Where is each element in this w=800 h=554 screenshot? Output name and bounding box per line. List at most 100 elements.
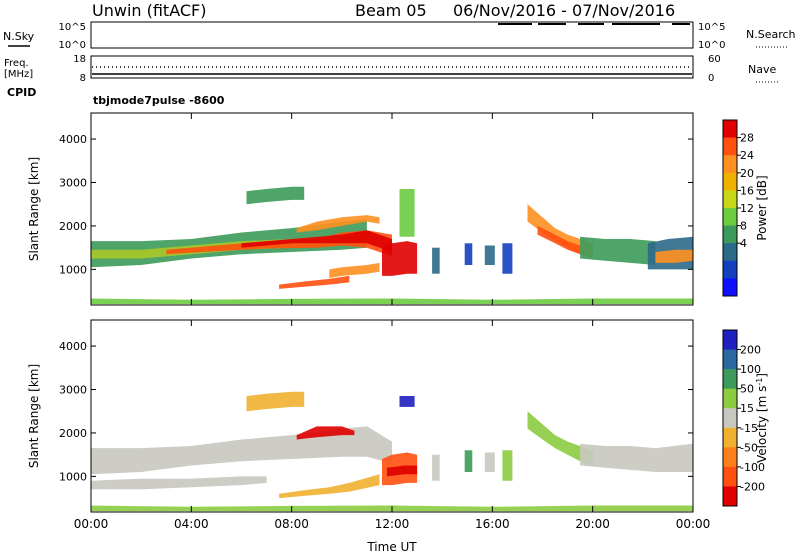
time-axis-label: Time UT <box>366 540 417 554</box>
nsearch-tick-bottom: 10^0 <box>698 40 725 51</box>
power-x-ticks <box>90 113 694 305</box>
velocity-cbar-tick-label-0: 200 <box>740 344 761 357</box>
power-cbar-tick-label-1: 24 <box>740 149 754 162</box>
power-panel-frame <box>90 112 694 306</box>
power-band-11 <box>580 236 656 265</box>
power-band-13 <box>655 249 693 263</box>
velocity-y-tick-label-0: 1000 <box>59 470 87 483</box>
power-cbar-swatch-0 <box>723 120 737 139</box>
power-colorbar-label: Power [dB] <box>755 175 769 240</box>
velocity-x-tick-label-0: 00:00 <box>74 517 109 531</box>
cpid-value: tbjmode7pulse -8600 <box>93 94 225 107</box>
power-cbar-swatch-5 <box>723 208 737 227</box>
power-y-ticks: 1000 2000 3000 4000 <box>59 133 693 276</box>
power-band-16 <box>464 243 473 265</box>
power-y-tick-label-0: 1000 <box>59 263 87 276</box>
velocity-panel: 1000 2000 3000 4000 00:00 04:00 08:00 12:00 16:… <box>27 319 711 554</box>
velocity-y-axis-label: Slant Range [km] <box>27 364 41 468</box>
velocity-band-2 <box>296 426 355 440</box>
velocity-colorbar-label: Velocity [m s-1] <box>755 373 769 463</box>
velocity-band-8 <box>580 443 693 472</box>
velocity-cbar-swatch-2 <box>723 369 737 390</box>
velocity-y-ticks: 1000 2000 3000 4000 <box>59 340 693 483</box>
nave-tick-bottom: 0 <box>708 73 714 84</box>
power-band-8 <box>246 186 305 205</box>
velocity-cbar-swatch-3 <box>723 388 737 409</box>
velocity-cbar-tick-label-4: -15 <box>740 422 758 435</box>
power-cbar-tick-label-6: 4 <box>740 237 747 250</box>
velocity-band-6 <box>246 391 305 412</box>
date-range: 06/Nov/2016 - 07/Nov/2016 <box>453 1 675 20</box>
velocity-cbar-tick-label-6: -100 <box>740 461 765 474</box>
velocity-cbar-tick-label-7: -200 <box>740 480 765 493</box>
power-band-17 <box>484 245 495 265</box>
power-cbar-tick-label-3: 16 <box>740 184 754 197</box>
velocity-x-tick-label-4: 16:00 <box>475 517 510 531</box>
power-cbar-tick-label-5: 8 <box>740 220 747 233</box>
velocity-band-12 <box>484 452 495 472</box>
freq-unit-label: [MHz] <box>4 69 33 80</box>
power-colorbar: 28 24 20 16 12 8 4 <box>722 119 754 297</box>
power-y-axis-label: Slant Range [km] <box>27 157 41 261</box>
velocity-x-tick-label-2: 08:00 <box>274 517 309 531</box>
velocity-data-bands <box>91 391 693 512</box>
velocity-colorbar-label-end: ] <box>755 373 769 378</box>
power-cbar-swatch-4 <box>723 190 737 209</box>
velocity-colorbar-label-sup: -1 <box>755 378 764 386</box>
power-band-6 <box>279 275 350 289</box>
freq-label: Freq. <box>4 58 29 69</box>
power-cbar-swatch-2 <box>723 155 737 174</box>
power-band-3 <box>241 230 392 252</box>
power-data-bands <box>91 186 693 305</box>
power-cbar-swatch-1 <box>723 137 737 156</box>
freq-tick-top: 18 <box>73 54 86 65</box>
velocity-cbar-swatch-7 <box>723 466 737 487</box>
velocity-cbar-swatch-0 <box>723 330 737 351</box>
velocity-cbar-frame <box>722 329 738 507</box>
velocity-y-tick-label-2: 3000 <box>59 384 87 397</box>
velocity-cbar-swatch-8 <box>723 486 737 507</box>
velocity-band-5 <box>279 474 380 499</box>
nsky-label: N.Sky <box>3 30 35 43</box>
velocity-cbar-swatch-1 <box>723 349 737 370</box>
velocity-y-tick-label-3: 4000 <box>59 340 87 353</box>
velocity-band-10 <box>432 454 440 481</box>
power-y-tick-label-1: 2000 <box>59 220 87 233</box>
nsky-tick-top: 10^5 <box>59 22 86 33</box>
power-cbar-swatch-7 <box>723 243 737 262</box>
power-panel: 1000 2000 3000 4000 Slant Range [km] <box>27 112 694 306</box>
power-cbar-swatch-3 <box>723 172 737 191</box>
velocity-colorbar: 200 100 50 15 -15 -50 -100 -200 <box>722 329 765 507</box>
velocity-cbar-swatch-5 <box>723 427 737 448</box>
power-band-4 <box>296 215 380 233</box>
velocity-cbar-swatch-6 <box>723 447 737 468</box>
velocity-cbar-swatch-4 <box>723 408 737 429</box>
nsky-panel-frame <box>90 21 694 49</box>
velocity-x-tick-label-6: 00:00 <box>676 517 711 531</box>
velocity-y-tick-label-1: 2000 <box>59 427 87 440</box>
power-cbar-swatch-6 <box>723 225 737 244</box>
velocity-x-tick-label-5: 20:00 <box>575 517 610 531</box>
power-band-10 <box>537 225 581 255</box>
freq-tick-bottom: 8 <box>80 73 86 84</box>
velocity-x-tick-label-1: 04:00 <box>174 517 209 531</box>
nsearch-tick-top: 10^5 <box>698 22 725 33</box>
velocity-cbar-tick-label-2: 50 <box>740 383 754 396</box>
power-band-7 <box>329 262 380 279</box>
velocity-band-4 <box>387 465 418 477</box>
velocity-band-11 <box>464 450 473 472</box>
beam-label: Beam 05 <box>355 1 427 20</box>
power-cbar-tick-label-2: 20 <box>740 167 754 180</box>
cpid-label: CPID <box>7 86 36 99</box>
nsky-tick-bottom: 10^0 <box>59 40 86 51</box>
power-cbar-swatch-8 <box>723 260 737 279</box>
power-cbar-tick-label-0: 28 <box>740 132 754 145</box>
power-band-18 <box>502 243 513 274</box>
velocity-band-14 <box>399 396 415 407</box>
velocity-cbar-tick-label-5: -50 <box>740 441 758 454</box>
velocity-band-7 <box>527 411 593 466</box>
freq-panel-frame <box>90 55 694 79</box>
velocity-cbar-tick-label-1: 100 <box>740 363 761 376</box>
nsearch-label: N.Search <box>746 28 796 41</box>
